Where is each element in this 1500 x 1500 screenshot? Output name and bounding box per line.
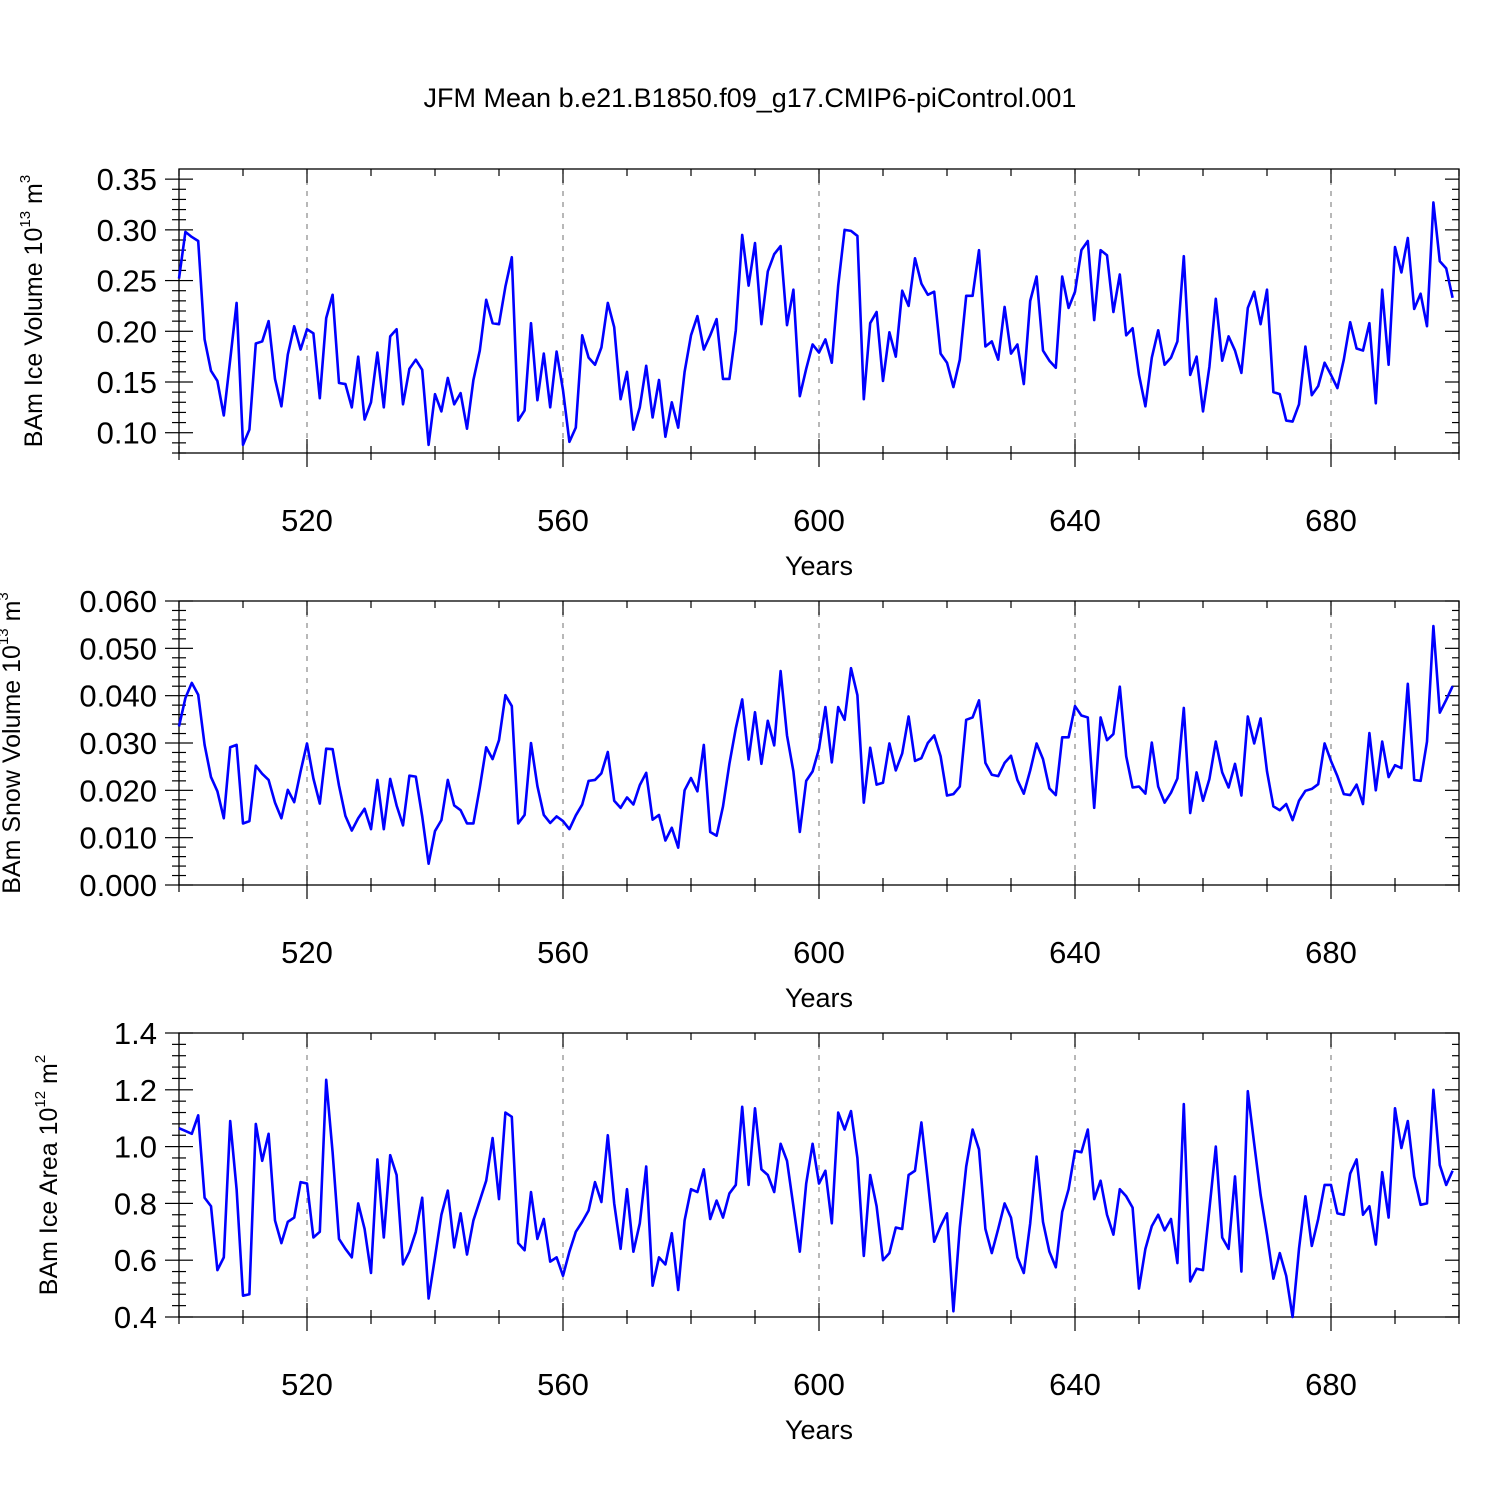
x-tick-label: 640 bbox=[1049, 1367, 1101, 1402]
y-tick-label: 0.4 bbox=[114, 1300, 157, 1335]
y-tick-label: 0.010 bbox=[79, 821, 157, 856]
x-tick-label: 600 bbox=[793, 1367, 845, 1402]
x-tick-label: 680 bbox=[1305, 935, 1357, 970]
y-tick-label: 1.2 bbox=[114, 1073, 157, 1108]
x-axis-label: Years bbox=[785, 983, 853, 1013]
plot-frame bbox=[178, 600, 1460, 886]
x-axis-label: Years bbox=[785, 551, 853, 581]
chart-title: JFM Mean b.e21.B1850.f09_g17.CMIP6-piCon… bbox=[424, 83, 1077, 113]
plot-frame bbox=[178, 168, 1460, 454]
x-tick-label: 640 bbox=[1049, 935, 1101, 970]
y-tick-label: 0.050 bbox=[79, 631, 157, 666]
x-tick-label: 560 bbox=[537, 935, 589, 970]
x-tick-label: 680 bbox=[1305, 503, 1357, 538]
x-tick-label: 560 bbox=[537, 1367, 589, 1402]
series-line bbox=[177, 201, 1454, 447]
series-line bbox=[178, 1078, 1454, 1319]
series-line bbox=[177, 624, 1454, 866]
y-tick-label: 0.6 bbox=[114, 1243, 157, 1278]
y-tick-label: 0.25 bbox=[97, 264, 157, 299]
y-tick-label: 0.35 bbox=[97, 162, 157, 197]
x-tick-label: 560 bbox=[537, 503, 589, 538]
panel-3: 0.4 0.6 0.8 1.0 1.2 1.4 520 560 600 640 680 Years BA… bbox=[32, 1016, 1460, 1445]
y-tick-label: 0.20 bbox=[97, 314, 157, 349]
y-tick-label: 0.060 bbox=[79, 584, 157, 619]
y-tick-label: 0.15 bbox=[97, 365, 157, 400]
x-tick-label: 600 bbox=[793, 503, 845, 538]
y-tick-label: 1.4 bbox=[114, 1016, 157, 1051]
x-tick-label: 520 bbox=[281, 503, 333, 538]
y-axis-label: BAm Ice Volume 1013 m3 bbox=[17, 175, 48, 447]
x-tick-label: 520 bbox=[281, 1367, 333, 1402]
y-axis-label: BAm Snow Volume 1013 m3 bbox=[0, 592, 26, 894]
y-tick-label: 0.000 bbox=[79, 868, 157, 903]
y-axis-label: BAm Ice Area 1012 m2 bbox=[32, 1055, 63, 1295]
y-tick-label: 0.30 bbox=[97, 213, 157, 248]
y-tick-label: 0.8 bbox=[114, 1186, 157, 1221]
panel-2: 0.000 0.010 0.020 0.030 0.040 0.050 0.060 520 56… bbox=[0, 584, 1460, 1013]
x-tick-label: 600 bbox=[793, 935, 845, 970]
y-tick-label: 1.0 bbox=[114, 1130, 157, 1165]
x-tick-label: 680 bbox=[1305, 1367, 1357, 1402]
y-tick-label: 0.030 bbox=[79, 726, 157, 761]
panel-1: 0.10 0.15 0.20 0.25 0.30 0.35 520 560 600 640 680 Y… bbox=[17, 162, 1460, 581]
x-tick-label: 520 bbox=[281, 935, 333, 970]
x-tick-label: 640 bbox=[1049, 503, 1101, 538]
plot-frame bbox=[178, 1032, 1460, 1318]
y-tick-label: 0.10 bbox=[97, 416, 157, 451]
x-axis-label: Years bbox=[785, 1415, 853, 1445]
y-tick-label: 0.040 bbox=[79, 679, 157, 714]
y-tick-label: 0.020 bbox=[79, 773, 157, 808]
